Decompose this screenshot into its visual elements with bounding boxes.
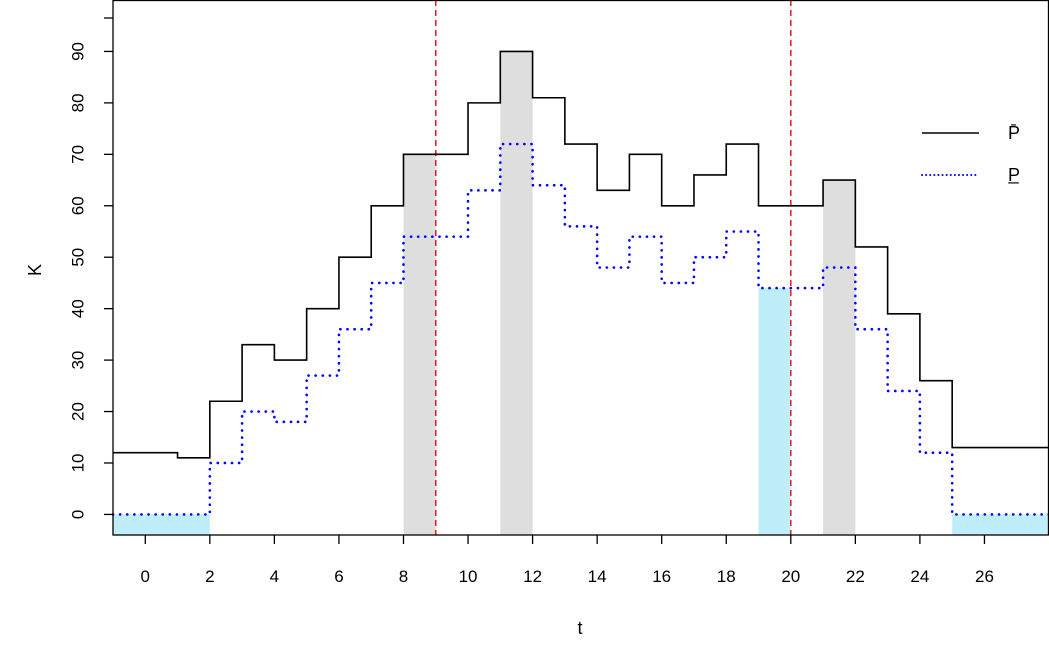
- vertical-reference-lines: [435, 0, 792, 535]
- y-tick-label: 50: [69, 248, 88, 267]
- y-tick-label: 60: [69, 196, 88, 215]
- x-tick-label: 18: [717, 567, 736, 586]
- axes: 0 2 4 6 8 10 12 14 16 18 20 22 24 2601020304050607080…: [69, 0, 1049, 586]
- legend-label-1: P̲: [1007, 165, 1020, 185]
- y-axis-title: K: [25, 264, 45, 276]
- x-axis-title: t: [577, 618, 582, 638]
- x-tick-label: 24: [910, 567, 929, 586]
- shaded-region-2: [500, 51, 533, 535]
- y-tick-label: 30: [69, 351, 88, 370]
- y-tick-label: 70: [69, 145, 88, 164]
- x-tick-label: 16: [652, 567, 671, 586]
- y-tick-label: 80: [69, 93, 88, 112]
- series-line-0: [113, 50, 1049, 459]
- x-tick-label: 12: [523, 567, 542, 586]
- y-tick-label: 0: [69, 510, 88, 519]
- y-tick-label: 10: [69, 454, 88, 473]
- x-tick-label: 22: [846, 567, 865, 586]
- shaded-region-4: [823, 180, 856, 535]
- shaded-region-5: [952, 514, 1049, 535]
- x-tick-label: 8: [399, 567, 408, 586]
- x-tick-label: 2: [205, 567, 214, 586]
- x-tick-label: 26: [975, 567, 994, 586]
- x-tick-label: 4: [270, 567, 279, 586]
- y-tick-label: 20: [69, 402, 88, 421]
- x-tick-label: 10: [459, 567, 478, 586]
- x-tick-label: 6: [334, 567, 343, 586]
- shaded-region-0: [113, 514, 210, 535]
- shaded-regions: [113, 51, 1049, 536]
- legend-label-0: P̄: [1008, 123, 1020, 143]
- shaded-region-3: [758, 288, 791, 535]
- shaded-region-1: [403, 154, 436, 536]
- series-line-1: [111, 142, 1049, 516]
- plot-frame: [112, 0, 1049, 536]
- x-tick-label: 20: [781, 567, 800, 586]
- series-lines: [111, 50, 1049, 516]
- y-tick-label: 90: [69, 42, 88, 61]
- x-tick-label: 0: [141, 567, 150, 586]
- legend: P̄ P̲: [921, 123, 1020, 185]
- y-tick-label: 40: [69, 299, 88, 318]
- x-tick-label: 14: [588, 567, 607, 586]
